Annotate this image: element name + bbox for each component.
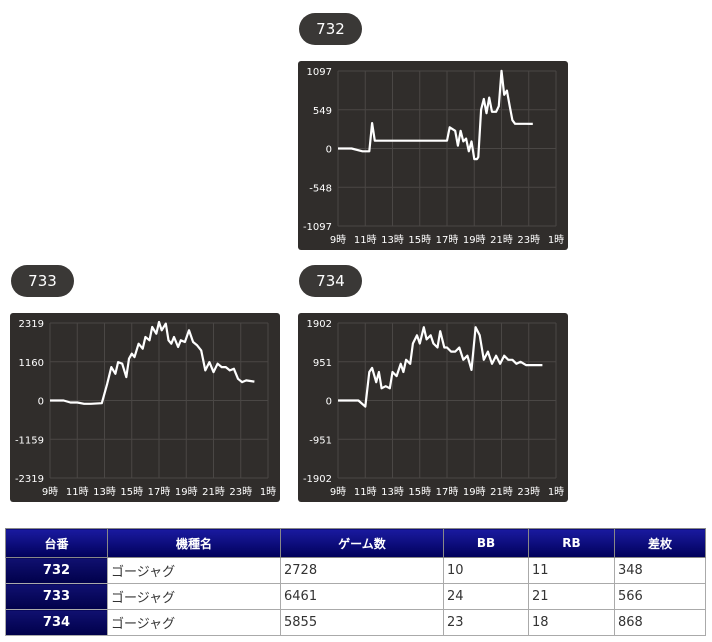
- x-tick-label: 21時: [490, 234, 513, 246]
- x-tick-label: 1時: [260, 486, 276, 498]
- x-tick-label: 21時: [202, 486, 225, 498]
- x-tick-label: 13時: [381, 486, 404, 498]
- diff-value: 348: [614, 557, 706, 584]
- table-row: 733 ゴージャグ 6461 24 21 566: [5, 583, 706, 610]
- header-games: ゲーム数: [280, 528, 444, 558]
- y-tick-label: 1160: [19, 358, 44, 369]
- game-count: 5855: [280, 609, 444, 636]
- x-tick-label: 15時: [408, 234, 431, 246]
- y-tick-label: 0: [326, 145, 332, 156]
- grid: [337, 322, 557, 479]
- model-name: ゴージャグ: [107, 583, 281, 610]
- x-tick-label: 23時: [517, 486, 540, 498]
- header-bb: BB: [443, 528, 529, 558]
- diff-value: 868: [614, 609, 706, 636]
- x-tick-label: 13時: [381, 234, 404, 246]
- x-tick-label: 1時: [548, 486, 564, 498]
- chart-panel-732: 1097 549 0 -548 -1097 9時 11時 13時 15時 17時 19時 21時 23時…: [298, 61, 568, 250]
- machine-no[interactable]: 734: [5, 609, 108, 636]
- y-tick-label: 951: [313, 358, 332, 369]
- bb-count: 24: [443, 583, 529, 610]
- x-tick-label: 13時: [93, 486, 116, 498]
- table-row: 732 ゴージャグ 2728 10 11 348: [5, 557, 706, 584]
- chart-panel-733: 2319 1160 0 -1159 -2319 9時 11時 13時 15時 17時 19時 21時 2…: [10, 313, 280, 502]
- model-name: ゴージャグ: [107, 557, 281, 584]
- grid: [337, 70, 557, 227]
- bb-count: 23: [443, 609, 529, 636]
- x-tick-label: 9時: [42, 486, 58, 498]
- x-tick-label: 19時: [463, 234, 486, 246]
- x-tick-label: 19時: [463, 486, 486, 498]
- chart-label-734[interactable]: 734: [299, 265, 362, 297]
- x-tick-label: 17時: [436, 486, 459, 498]
- x-tick-label: 19時: [175, 486, 198, 498]
- y-tick-label: 0: [326, 397, 332, 408]
- chart-panel-734: 1902 951 0 -951 -1902 9時 11時 13時 15時 17時 19時 21時 23時…: [298, 313, 568, 502]
- x-tick-label: 1時: [548, 234, 564, 246]
- series-line: [50, 320, 255, 405]
- table-row: 734 ゴージャグ 5855 23 18 868: [5, 609, 706, 636]
- header-diff: 差枚: [614, 528, 706, 558]
- x-tick-label: 23時: [229, 486, 252, 498]
- header-model-name: 機種名: [107, 528, 281, 558]
- rb-count: 21: [528, 583, 615, 610]
- bb-count: 10: [443, 557, 529, 584]
- series-line: [338, 69, 533, 161]
- model-name: ゴージャグ: [107, 609, 281, 636]
- game-count: 2728: [280, 557, 444, 584]
- x-tick-label: 17時: [436, 234, 459, 246]
- y-tick-label: -1159: [15, 435, 44, 446]
- y-tick-label: 549: [313, 106, 332, 117]
- x-tick-label: 11時: [354, 234, 377, 246]
- y-tick-label: -1097: [303, 222, 332, 233]
- y-tick-label: 0: [38, 397, 44, 408]
- x-tick-label: 9時: [330, 234, 346, 246]
- x-tick-label: 15時: [120, 486, 143, 498]
- y-tick-label: 1097: [307, 67, 332, 78]
- x-tick-label: 11時: [354, 486, 377, 498]
- x-tick-label: 23時: [517, 234, 540, 246]
- y-tick-label: 1902: [307, 319, 332, 330]
- rb-count: 18: [528, 609, 615, 636]
- x-tick-label: 15時: [408, 486, 431, 498]
- grid: [49, 322, 269, 479]
- y-tick-label: -1902: [303, 474, 332, 485]
- y-tick-label: 2319: [19, 319, 44, 330]
- chart-label-733[interactable]: 733: [11, 265, 74, 297]
- series-line: [338, 326, 543, 408]
- x-tick-label: 9時: [330, 486, 346, 498]
- y-tick-label: -2319: [15, 474, 44, 485]
- rb-count: 11: [528, 557, 615, 584]
- y-tick-label: -951: [309, 435, 332, 446]
- y-tick-label: -548: [309, 183, 332, 194]
- header-rb: RB: [528, 528, 615, 558]
- game-count: 6461: [280, 583, 444, 610]
- machine-no[interactable]: 732: [5, 557, 108, 584]
- x-tick-label: 11時: [66, 486, 89, 498]
- machine-table: 台番 機種名 ゲーム数 BB RB 差枚 732 ゴージャグ 2728 10 1…: [5, 528, 706, 636]
- header-machine-no: 台番: [5, 528, 108, 558]
- diff-value: 566: [614, 583, 706, 610]
- machine-no[interactable]: 733: [5, 583, 108, 610]
- x-tick-label: 17時: [148, 486, 171, 498]
- table-header-row: 台番 機種名 ゲーム数 BB RB 差枚: [5, 528, 706, 558]
- x-tick-label: 21時: [490, 486, 513, 498]
- chart-label-732[interactable]: 732: [299, 13, 362, 45]
